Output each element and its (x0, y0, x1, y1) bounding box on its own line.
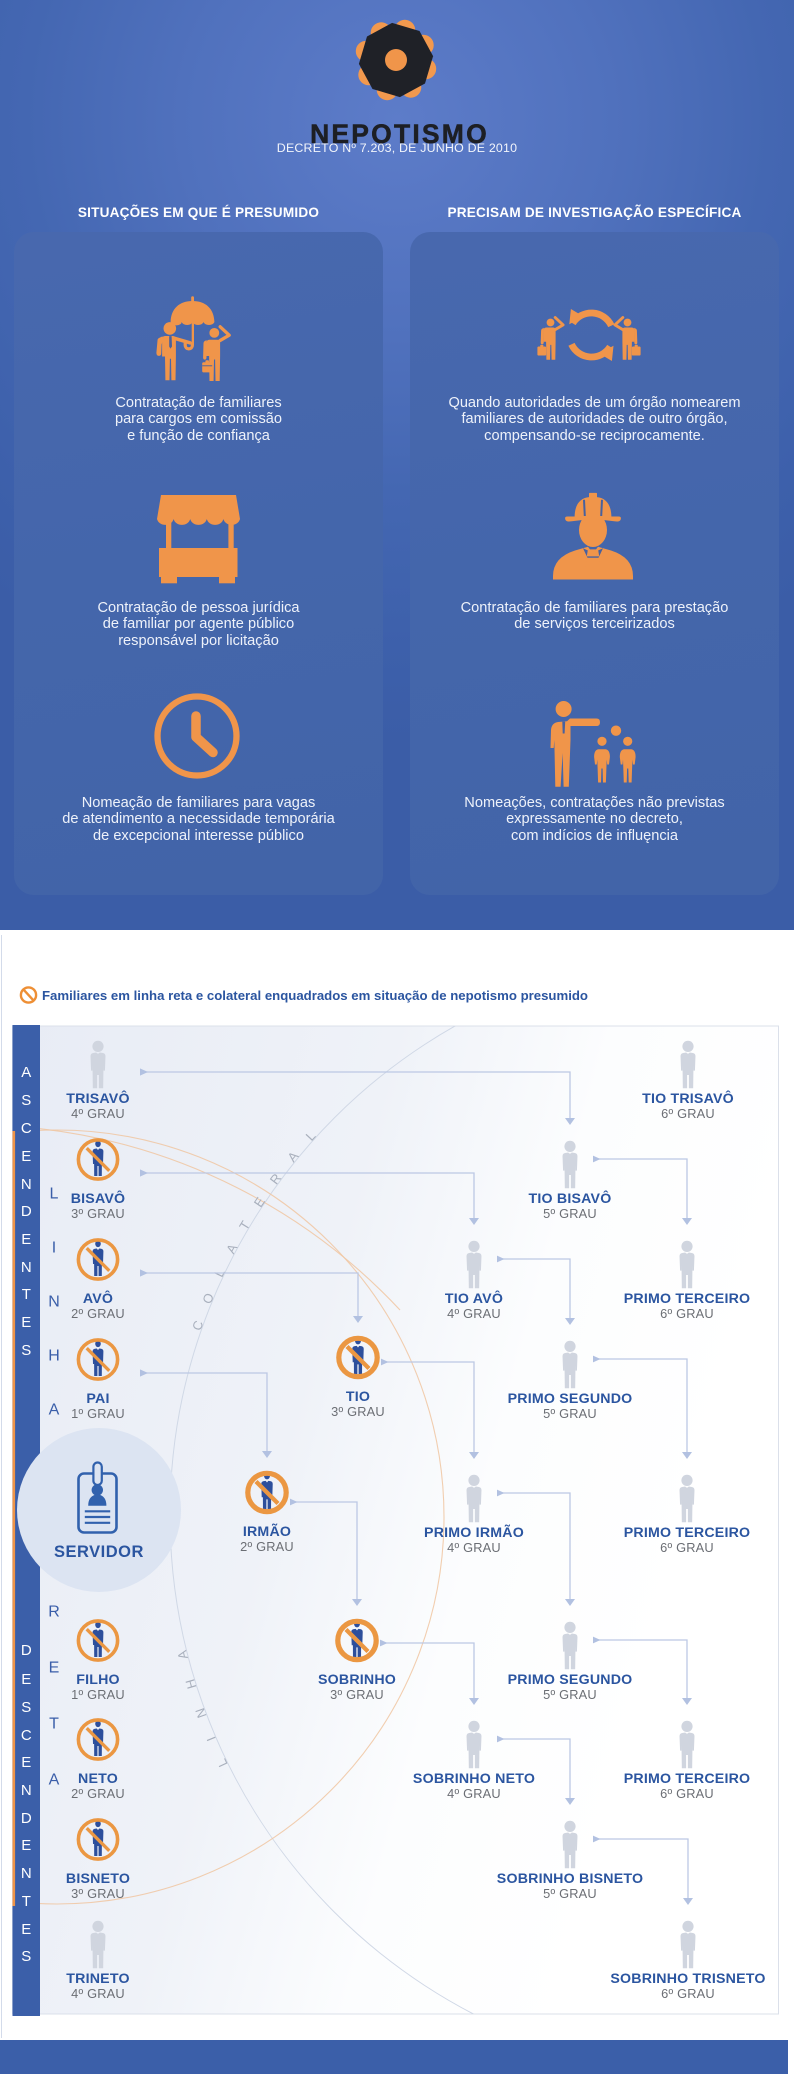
svg-text:IRMÃO: IRMÃO (243, 1522, 291, 1540)
svg-text:L: L (50, 1186, 59, 1203)
svg-text:S: S (21, 1699, 31, 1716)
svg-text:3º GRAU: 3º GRAU (330, 1687, 384, 1702)
svg-text:PRIMO SEGUNDO: PRIMO SEGUNDO (508, 1391, 633, 1407)
svg-text:3º GRAU: 3º GRAU (331, 1404, 385, 1419)
svg-text:2º GRAU: 2º GRAU (240, 1539, 294, 1554)
svg-text:4º GRAU: 4º GRAU (447, 1786, 501, 1801)
svg-text:E: E (21, 1148, 31, 1165)
svg-text:D: D (21, 1203, 32, 1220)
svg-text:A: A (49, 1772, 60, 1789)
svg-text:TRISAVÔ: TRISAVÔ (66, 1089, 129, 1107)
svg-text:A: A (49, 1402, 60, 1419)
svg-text:FILHO: FILHO (76, 1672, 120, 1688)
svg-text:3º GRAU: 3º GRAU (71, 1886, 125, 1901)
svg-text:C: C (21, 1727, 32, 1744)
svg-text:SERVIDOR: SERVIDOR (54, 1543, 144, 1561)
svg-text:E: E (49, 1660, 60, 1677)
svg-text:A: A (21, 1064, 31, 1081)
svg-text:6º GRAU: 6º GRAU (661, 1106, 715, 1121)
svg-text:PRIMO IRMÃO: PRIMO IRMÃO (424, 1523, 524, 1541)
svg-text:N: N (21, 1865, 32, 1882)
svg-text:6º GRAU: 6º GRAU (660, 1540, 714, 1555)
svg-text:PRIMO TERCEIRO: PRIMO TERCEIRO (624, 1771, 751, 1787)
svg-text:5º GRAU: 5º GRAU (543, 1687, 597, 1702)
svg-text:N: N (21, 1259, 32, 1276)
svg-text:BISAVÔ: BISAVÔ (71, 1189, 126, 1207)
svg-text:5º GRAU: 5º GRAU (543, 1206, 597, 1221)
svg-text:TRINETO: TRINETO (66, 1971, 129, 1987)
svg-text:6º GRAU: 6º GRAU (660, 1306, 714, 1321)
svg-text:4º GRAU: 4º GRAU (447, 1540, 501, 1555)
svg-text:NETO: NETO (78, 1771, 118, 1787)
svg-text:S: S (21, 1092, 31, 1109)
svg-text:E: E (21, 1754, 31, 1771)
svg-text:Familiares em linha reta e col: Familiares em linha reta e colateral enq… (42, 988, 588, 1003)
svg-text:S: S (21, 1948, 31, 1965)
svg-text:S: S (21, 1342, 31, 1359)
svg-text:E: E (21, 1837, 31, 1854)
svg-text:PRIMO SEGUNDO: PRIMO SEGUNDO (508, 1672, 633, 1688)
svg-text:H: H (48, 1348, 60, 1365)
svg-text:E: E (21, 1671, 31, 1688)
svg-text:D: D (21, 1810, 32, 1827)
svg-text:SOBRINHO: SOBRINHO (318, 1672, 396, 1688)
svg-text:1º GRAU: 1º GRAU (71, 1406, 125, 1421)
svg-text:1º GRAU: 1º GRAU (71, 1687, 125, 1702)
svg-text:5º GRAU: 5º GRAU (543, 1886, 597, 1901)
svg-text:2º GRAU: 2º GRAU (71, 1786, 125, 1801)
svg-text:SOBRINHO NETO: SOBRINHO NETO (413, 1771, 535, 1787)
svg-text:4º GRAU: 4º GRAU (71, 1106, 125, 1121)
svg-text:SOBRINHO TRISNETO: SOBRINHO TRISNETO (610, 1971, 765, 1987)
svg-text:TIO AVÔ: TIO AVÔ (445, 1289, 503, 1307)
svg-text:3º GRAU: 3º GRAU (71, 1206, 125, 1221)
svg-text:6º GRAU: 6º GRAU (661, 1986, 715, 2001)
svg-text:4º GRAU: 4º GRAU (447, 1306, 501, 1321)
svg-text:BISNETO: BISNETO (66, 1871, 130, 1887)
svg-text:5º GRAU: 5º GRAU (543, 1406, 597, 1421)
svg-text:N: N (21, 1782, 32, 1799)
svg-text:6º GRAU: 6º GRAU (660, 1786, 714, 1801)
svg-text:TIO: TIO (346, 1389, 370, 1405)
svg-text:PRIMO TERCEIRO: PRIMO TERCEIRO (624, 1525, 751, 1541)
svg-text:PAI: PAI (86, 1391, 109, 1407)
svg-text:D: D (21, 1642, 32, 1659)
svg-text:AVÔ: AVÔ (83, 1289, 113, 1307)
svg-text:R: R (48, 1604, 60, 1621)
svg-text:TIO TRISAVÔ: TIO TRISAVÔ (642, 1089, 734, 1107)
svg-text:I: I (52, 1240, 56, 1257)
svg-text:TIO BISAVÔ: TIO BISAVÔ (529, 1189, 612, 1207)
svg-text:T: T (22, 1893, 31, 1910)
svg-text:PRIMO TERCEIRO: PRIMO TERCEIRO (624, 1291, 751, 1307)
svg-text:N: N (48, 1294, 60, 1311)
svg-text:T: T (49, 1716, 59, 1733)
svg-text:2º GRAU: 2º GRAU (71, 1306, 125, 1321)
svg-text:E: E (21, 1921, 31, 1938)
svg-text:E: E (21, 1231, 31, 1248)
svg-text:4º GRAU: 4º GRAU (71, 1986, 125, 2001)
svg-text:E: E (21, 1314, 31, 1331)
svg-text:SOBRINHO BISNETO: SOBRINHO BISNETO (497, 1871, 643, 1887)
svg-text:N: N (21, 1176, 32, 1193)
svg-text:T: T (22, 1286, 31, 1303)
svg-text:C: C (21, 1120, 32, 1137)
